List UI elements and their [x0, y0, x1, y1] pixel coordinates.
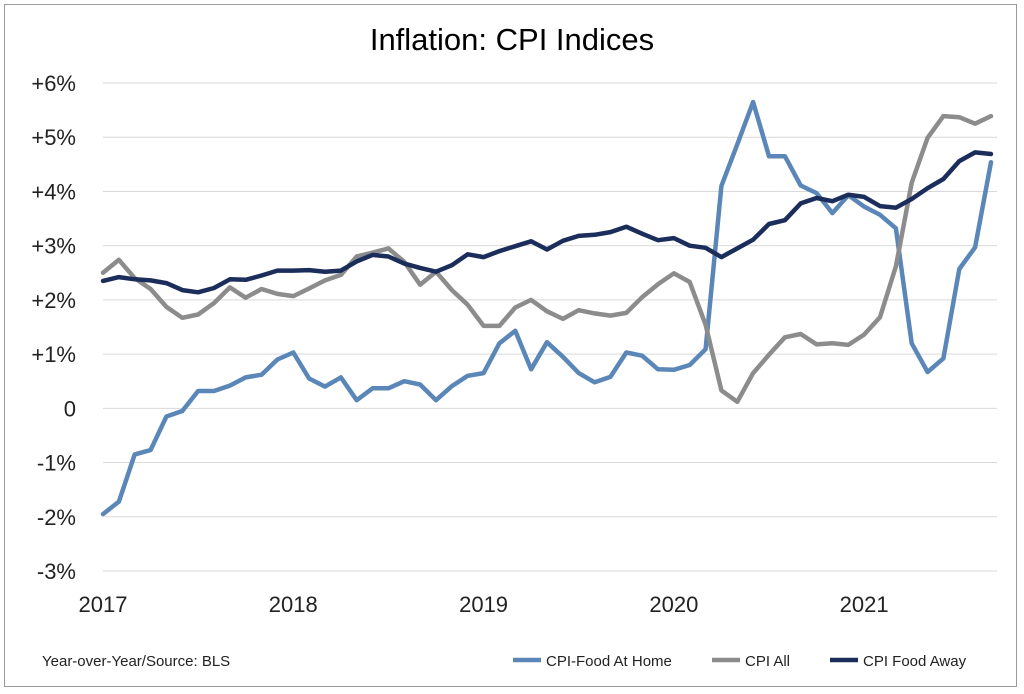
- legend-label-cpi-food-at-home: CPI-Food At Home: [546, 653, 672, 670]
- chart-title: Inflation: CPI Indices: [370, 22, 654, 57]
- y-tick-label: +6%: [31, 71, 76, 96]
- x-axis-tick-labels: 2017 2018 2019 2020 2021: [79, 592, 889, 617]
- series-line-cpi-all: [100, 113, 994, 405]
- y-axis-tick-labels: +6% +5% +4% +3% +2% +1% 0 -1% -2% -3%: [31, 71, 76, 584]
- y-tick-label: +3%: [31, 234, 76, 259]
- legend-label-cpi-food-away: CPI Food Away: [863, 653, 967, 670]
- series-line-cpi-food-at-home: [100, 99, 994, 517]
- x-tick-label: 2017: [79, 592, 128, 617]
- y-tick-label: -3%: [37, 559, 76, 584]
- y-tick-label: -1%: [37, 451, 76, 476]
- x-tick-label: 2018: [269, 592, 318, 617]
- y-tick-label: +1%: [31, 342, 76, 367]
- x-tick-label: 2021: [840, 592, 889, 617]
- legend: CPI-Food At Home CPI All CPI Food Away: [513, 653, 967, 670]
- y-tick-label: +5%: [31, 125, 76, 150]
- x-tick-label: 2019: [459, 592, 508, 617]
- y-tick-label: +4%: [31, 179, 76, 204]
- y-tick-label: 0: [64, 396, 76, 421]
- legend-label-cpi-all: CPI All: [745, 653, 790, 670]
- y-tick-label: -2%: [37, 505, 76, 530]
- series-line-cpi-food-away: [100, 150, 994, 295]
- gridlines: [103, 82, 997, 572]
- source-note: Year-over-Year/Source: BLS: [42, 653, 230, 670]
- series-lines: [100, 99, 994, 517]
- x-tick-label: 2020: [649, 592, 698, 617]
- y-tick-label: +2%: [31, 288, 76, 313]
